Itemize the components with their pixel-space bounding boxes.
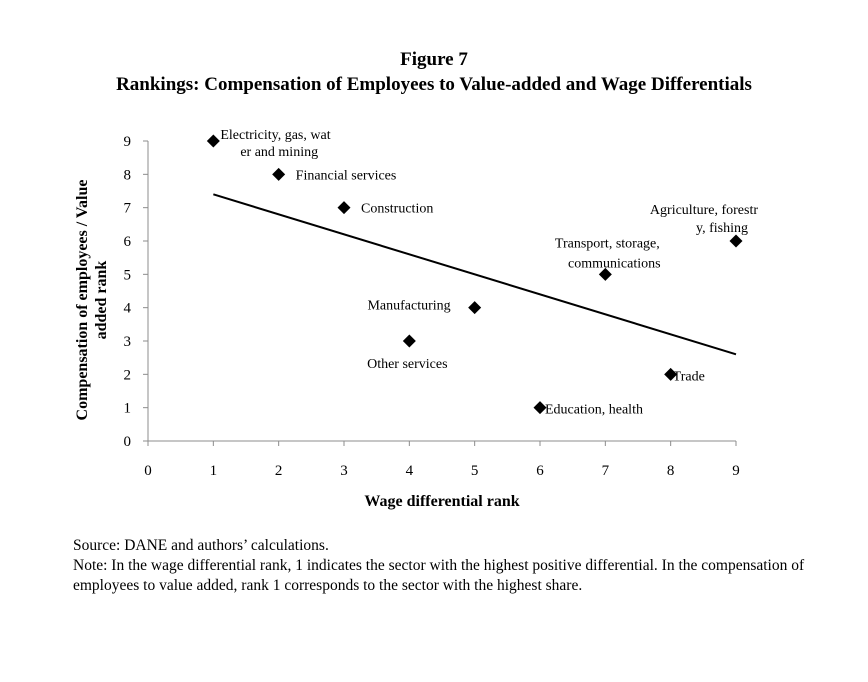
data-point-label: Agriculture, forestr xyxy=(650,203,758,218)
figure-notes: Source: DANE and authors’ calculations. … xyxy=(73,536,813,596)
y-tick-label: 4 xyxy=(124,301,132,317)
x-tick-label: 8 xyxy=(667,463,675,479)
y-axis-title-line: added rank xyxy=(93,261,110,340)
data-point-marker xyxy=(598,267,612,281)
x-tick-label: 5 xyxy=(471,463,479,479)
explanatory-note: Note: In the wage differential rank, 1 i… xyxy=(73,557,805,594)
point-labels: Electricity, gas, wat er and mining Financ… xyxy=(220,128,758,418)
x-tick-label: 7 xyxy=(602,463,610,479)
x-axis-title: Wage differential rank xyxy=(364,493,519,510)
chart-axes: 0 1 2 3 4 5 6 7 8 9 0 1 2 3 4 5 6 7 8 9 xyxy=(124,134,740,479)
x-tick-label: 0 xyxy=(144,463,152,479)
x-tick-label: 6 xyxy=(536,463,544,479)
data-point-label: Construction xyxy=(361,202,433,217)
y-tick-label: 1 xyxy=(124,401,132,417)
y-axis-title-line: Compensation of employees / Value xyxy=(74,180,91,421)
data-point-marker xyxy=(468,301,482,315)
figure-number: Figure 7 xyxy=(400,49,468,70)
data-point-marker xyxy=(729,234,743,248)
data-point-label: Education, health xyxy=(545,403,643,418)
figure-title: Rankings: Compensation of Employees to V… xyxy=(116,74,752,95)
y-axis-title: Compensation of employees / Value added r… xyxy=(74,180,110,421)
data-point-marker xyxy=(337,201,351,215)
trendline xyxy=(213,193,737,356)
data-point-label: er and mining xyxy=(240,145,318,160)
y-tick-label: 9 xyxy=(124,134,132,150)
data-point-label: Manufacturing xyxy=(367,299,450,314)
x-tick-label: 3 xyxy=(340,463,348,479)
data-point-label: Transport, storage, xyxy=(555,236,660,251)
y-tick-label: 0 xyxy=(124,434,132,450)
data-point-marker xyxy=(402,334,416,348)
data-point-label: Financial services xyxy=(296,168,397,183)
data-point-label: Electricity, gas, wat xyxy=(220,128,330,143)
x-tick-label: 1 xyxy=(210,463,218,479)
y-tick-label: 8 xyxy=(124,167,132,183)
x-tick-label: 4 xyxy=(406,463,414,479)
x-tick-label: 2 xyxy=(275,463,283,479)
data-point-marker xyxy=(206,134,220,148)
y-tick-label: 5 xyxy=(124,267,132,283)
data-point-label: communications xyxy=(568,256,661,271)
data-point-marker xyxy=(272,167,286,181)
y-tick-label: 6 xyxy=(124,234,132,250)
data-point-marker xyxy=(533,401,547,415)
data-point-label: Other services xyxy=(367,357,447,372)
data-point-marker xyxy=(664,367,678,381)
y-tick-label: 2 xyxy=(124,367,132,383)
data-points xyxy=(206,134,743,415)
x-tick-label: 9 xyxy=(732,463,740,479)
data-point-label: y, fishing xyxy=(696,221,748,236)
trendline-group xyxy=(213,193,737,356)
source-note: Source: DANE and authors’ calculations. xyxy=(73,537,329,554)
data-point-label: Trade xyxy=(673,369,705,384)
y-tick-label: 7 xyxy=(124,201,132,217)
y-tick-label: 3 xyxy=(124,334,132,350)
